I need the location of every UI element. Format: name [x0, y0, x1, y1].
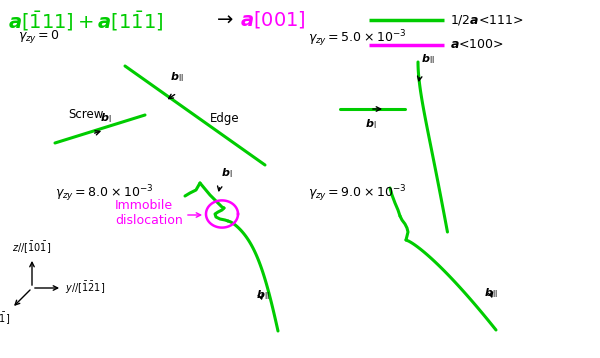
Text: $\boldsymbol{b}_\mathrm{I}$: $\boldsymbol{b}_\mathrm{I}$	[221, 166, 233, 180]
Text: $\gamma_{zy} = 0$: $\gamma_{zy} = 0$	[18, 28, 60, 45]
Text: $y$//[$\bar{1}\bar{2}$1]: $y$//[$\bar{1}\bar{2}$1]	[65, 280, 105, 296]
Text: $\boldsymbol{b}_\mathrm{II}$: $\boldsymbol{b}_\mathrm{II}$	[170, 70, 184, 84]
Text: $\boldsymbol{a}[001]$: $\boldsymbol{a}[001]$	[240, 9, 306, 30]
Text: $\boldsymbol{a}$<100>: $\boldsymbol{a}$<100>	[450, 38, 504, 51]
Text: $\gamma_{zy} = 9.0 \times 10^{-3}$: $\gamma_{zy} = 9.0 \times 10^{-3}$	[308, 183, 406, 204]
Text: Edge: Edge	[210, 112, 239, 125]
Text: $\boldsymbol{a}[\bar{1}11] + \boldsymbol{a}[1\bar{1}1]$: $\boldsymbol{a}[\bar{1}11] + \boldsymbol…	[8, 9, 163, 33]
Text: $\boldsymbol{b}_\mathrm{I}$: $\boldsymbol{b}_\mathrm{I}$	[365, 117, 377, 131]
Text: $z$//[$\bar{1}$0$\bar{1}$]: $z$//[$\bar{1}$0$\bar{1}$]	[13, 239, 52, 255]
Text: $x$//[1$\bar{1}\bar{1}$]: $x$//[1$\bar{1}\bar{1}$]	[0, 310, 10, 326]
Text: 1/2$\boldsymbol{a}$<111>: 1/2$\boldsymbol{a}$<111>	[450, 13, 524, 27]
Text: $\boldsymbol{b}_\mathrm{I}$: $\boldsymbol{b}_\mathrm{I}$	[100, 111, 112, 125]
Text: $\gamma_{zy} = 5.0 \times 10^{-3}$: $\gamma_{zy} = 5.0 \times 10^{-3}$	[308, 28, 406, 49]
Text: $\boldsymbol{b}_\mathrm{II}$: $\boldsymbol{b}_\mathrm{II}$	[256, 288, 270, 302]
Text: $\boldsymbol{b}_\mathrm{II}$: $\boldsymbol{b}_\mathrm{II}$	[421, 52, 435, 66]
Text: $\rightarrow$: $\rightarrow$	[213, 9, 234, 28]
Text: Immobile
dislocation: Immobile dislocation	[115, 199, 183, 227]
Text: $\gamma_{zy} = 8.0 \times 10^{-3}$: $\gamma_{zy} = 8.0 \times 10^{-3}$	[55, 183, 154, 204]
Text: Screw: Screw	[68, 108, 103, 121]
Text: $\boldsymbol{b}_\mathrm{II}$: $\boldsymbol{b}_\mathrm{II}$	[484, 286, 498, 300]
